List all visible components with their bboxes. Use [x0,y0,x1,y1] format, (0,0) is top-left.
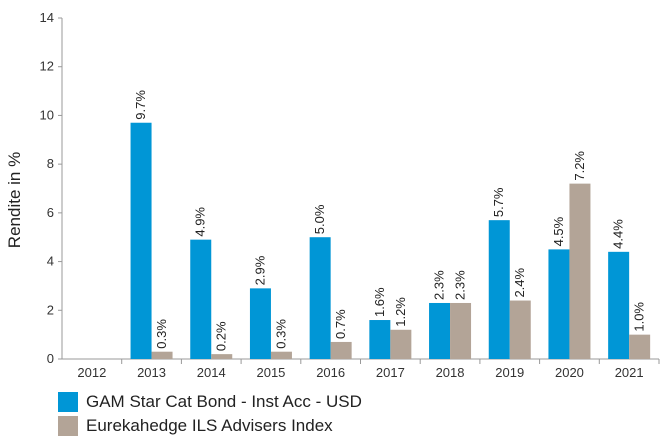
data-label: 0.7% [333,309,348,339]
bar [130,122,152,359]
bar [369,320,391,359]
x-tick-label: 2019 [495,365,524,380]
x-tick-label: 2014 [197,365,226,380]
y-tick-label: 6 [47,205,54,220]
bar [569,183,591,359]
y-tick-label: 2 [47,302,54,317]
bar [608,251,630,359]
y-tick-label: 0 [47,351,54,366]
y-axis-label: Rendite in % [5,152,24,248]
bar [151,351,173,359]
data-label: 4.9% [193,207,208,237]
y-tick-label: 10 [40,107,54,122]
data-label: 4.4% [611,219,626,249]
bar [429,302,451,359]
data-label: 1.0% [632,302,647,332]
legend-item-eurekahedge: Eurekahedge ILS Advisers Index [58,414,362,438]
bar-chart: Rendite in % 0 2 4 6 8 10 12 14 2012 2013 2014 2015… [5,10,660,380]
legend-item-gam: GAM Star Cat Bond - Inst Acc - USD [58,390,362,414]
bar [249,288,271,359]
y-tick-label: 4 [47,254,54,269]
data-label: 5.0% [312,204,327,234]
legend-swatch-gam [58,392,78,412]
bar [309,237,331,359]
bar [270,351,292,359]
x-tick-label: 2018 [436,365,465,380]
x-tick-label: 2020 [555,365,584,380]
bar [450,302,472,359]
data-label: 2.4% [512,267,527,297]
x-tick-label: 2012 [77,365,106,380]
data-label: 9.7% [133,90,148,120]
data-label: 2.3% [453,270,468,300]
y-tick-label: 14 [40,10,54,25]
data-label: 2.3% [432,270,447,300]
data-label: 2.9% [252,255,267,285]
x-tick-label: 2013 [137,365,166,380]
bar [190,239,212,359]
legend-swatch-eurekahedge [58,416,78,436]
data-label: 5.7% [491,187,506,217]
data-label: 0.2% [214,321,229,351]
x-tick-label: 2017 [376,365,405,380]
legend: GAM Star Cat Bond - Inst Acc - USD Eurek… [58,390,362,438]
x-tick-label: 2016 [316,365,345,380]
data-label: 4.5% [551,216,566,246]
legend-label-eurekahedge: Eurekahedge ILS Advisers Index [86,416,333,435]
bar [488,220,510,359]
bar [548,249,570,359]
data-label: 7.2% [572,151,587,181]
legend-label-gam: GAM Star Cat Bond - Inst Acc - USD [86,392,362,411]
data-label: 1.2% [393,297,408,327]
data-label: 0.3% [154,319,169,349]
data-label: 1.6% [372,287,387,317]
y-tick-label: 12 [40,59,54,74]
x-tick-label: 2015 [256,365,285,380]
bar [390,329,412,359]
y-tick-label: 8 [47,156,54,171]
bar [330,341,352,359]
x-tick-label: 2021 [615,365,644,380]
bar [629,334,651,359]
bar [509,300,531,359]
data-label: 0.3% [273,319,288,349]
bar [211,354,233,359]
